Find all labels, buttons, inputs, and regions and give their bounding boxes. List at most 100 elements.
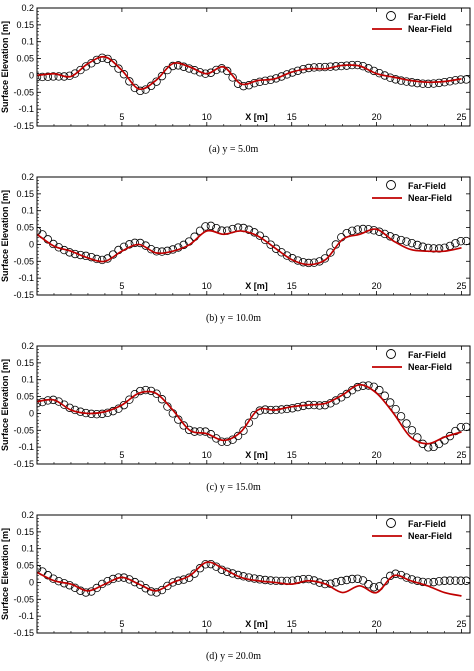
y-tick-label: 0.1 bbox=[21, 375, 34, 385]
far-field-point bbox=[380, 229, 389, 239]
far-field-point bbox=[174, 61, 183, 70]
y-axis-label: Surface Elevation [m] bbox=[0, 190, 10, 282]
near-field-line bbox=[37, 561, 462, 597]
far-field-point bbox=[407, 426, 417, 435]
x-tick-label: 20 bbox=[372, 450, 382, 460]
far-field-point bbox=[201, 427, 210, 436]
x-tick-label: 15 bbox=[287, 619, 297, 629]
x-tick-label: 20 bbox=[372, 281, 382, 291]
legend-marker-far-field bbox=[386, 349, 396, 359]
chart-panel-2: 0.2 0.15 0.1 0.05 0 -0.05 -0.1 -0.15 5 10 15 20 25 Fa… bbox=[0, 172, 471, 324]
far-field-point bbox=[364, 580, 373, 589]
x-axis-label: X [m] bbox=[245, 450, 268, 460]
legend-marker-far-field bbox=[386, 180, 396, 190]
legend-label-near-field: Near-Field bbox=[408, 24, 452, 34]
far-field-point bbox=[456, 423, 466, 432]
far-field-point bbox=[396, 76, 406, 85]
x-tick-label: 15 bbox=[287, 112, 297, 122]
y-tick-label: 0.2 bbox=[21, 341, 34, 351]
y-tick-label: 0 bbox=[29, 70, 34, 80]
far-field-point bbox=[136, 238, 145, 248]
far-field-point bbox=[184, 425, 194, 435]
far-field-point bbox=[125, 575, 134, 584]
far-field-point bbox=[277, 576, 286, 586]
far-field-point bbox=[347, 574, 357, 584]
y-axis-label: Surface Elevation [m] bbox=[0, 359, 10, 451]
y-tick-label: -0.1 bbox=[18, 442, 34, 452]
far-field-point bbox=[201, 222, 210, 231]
far-field-point bbox=[250, 410, 259, 420]
y-tick-label: 0.05 bbox=[16, 392, 34, 402]
near-field-line bbox=[37, 55, 462, 91]
far-field-point bbox=[396, 235, 406, 245]
far-field-point bbox=[451, 239, 460, 248]
far-field-point bbox=[59, 400, 69, 409]
far-field-point bbox=[418, 79, 427, 88]
far-field-point bbox=[407, 78, 417, 87]
far-field-point bbox=[282, 70, 292, 79]
far-field-point bbox=[326, 248, 335, 257]
far-field-point bbox=[239, 81, 248, 91]
y-tick-label: 0.1 bbox=[21, 37, 34, 47]
far-field-point bbox=[228, 73, 237, 82]
far-field-point bbox=[293, 402, 303, 412]
near-field-line bbox=[37, 383, 462, 445]
far-field-point bbox=[266, 240, 275, 249]
x-tick-label: 20 bbox=[372, 112, 382, 122]
far-field-point bbox=[114, 64, 123, 73]
far-field-point bbox=[222, 437, 232, 447]
series-group bbox=[37, 221, 470, 268]
far-field-point bbox=[462, 75, 470, 84]
legend-marker-far-field bbox=[386, 518, 396, 528]
far-field-point bbox=[320, 254, 330, 263]
y-tick-label: 0.2 bbox=[21, 510, 34, 520]
far-field-point bbox=[98, 255, 107, 265]
far-field-point bbox=[304, 258, 313, 268]
far-field-point bbox=[212, 65, 221, 75]
far-field-point bbox=[440, 576, 449, 585]
chart-panel-4: 0.2 0.15 0.1 0.05 0 -0.05 -0.1 -0.15 5 10 15 20 25 Fa… bbox=[0, 510, 471, 662]
far-field-point bbox=[195, 427, 205, 436]
x-tick-label: 25 bbox=[457, 281, 467, 291]
y-tick-label: -0.05 bbox=[13, 594, 34, 604]
series-group bbox=[37, 559, 470, 597]
far-field-point bbox=[462, 422, 470, 432]
far-field-point bbox=[195, 68, 205, 77]
x-tick-label: 5 bbox=[119, 112, 124, 122]
far-field-point bbox=[402, 237, 411, 246]
y-tick-label: -0.1 bbox=[18, 273, 34, 283]
far-field-point bbox=[309, 63, 319, 72]
far-field-point bbox=[49, 72, 58, 81]
x-tick-label: 5 bbox=[119, 281, 124, 291]
chart-panel-1: 0.2 0.15 0.1 0.05 0 -0.05 -0.1 -0.15 5 10 15 20 25 Fa… bbox=[0, 3, 471, 155]
y-tick-label: 0 bbox=[29, 408, 34, 418]
x-tick-label: 10 bbox=[202, 450, 212, 460]
x-tick-label: 10 bbox=[202, 112, 212, 122]
far-field-point bbox=[228, 569, 237, 578]
far-field-point bbox=[261, 235, 270, 245]
far-field-point bbox=[157, 247, 167, 256]
far-field-point bbox=[255, 77, 264, 86]
x-tick-label: 15 bbox=[287, 450, 297, 460]
y-tick-label: 0.2 bbox=[21, 3, 34, 13]
y-tick-label: 0.1 bbox=[21, 206, 34, 216]
far-field-point bbox=[108, 58, 118, 68]
far-field-point bbox=[429, 577, 438, 587]
far-field-point bbox=[271, 74, 281, 83]
far-field-point bbox=[250, 574, 259, 583]
y-tick-label: -0.15 bbox=[13, 121, 34, 131]
y-tick-label: -0.15 bbox=[13, 290, 34, 300]
far-field-point bbox=[130, 238, 140, 248]
y-axis-label: Surface Elevation [m] bbox=[0, 528, 10, 620]
far-field-point bbox=[163, 65, 172, 75]
far-field-point bbox=[462, 236, 470, 246]
plot-frame bbox=[36, 176, 471, 296]
y-tick-label: -0.15 bbox=[13, 628, 34, 638]
y-tick-label: 0.05 bbox=[16, 54, 34, 64]
x-axis-label: X [m] bbox=[245, 619, 268, 629]
far-field-point bbox=[418, 242, 427, 251]
far-field-point bbox=[141, 385, 150, 395]
far-field-point bbox=[418, 577, 427, 587]
legend-label-far-field: Far-Field bbox=[408, 181, 446, 191]
